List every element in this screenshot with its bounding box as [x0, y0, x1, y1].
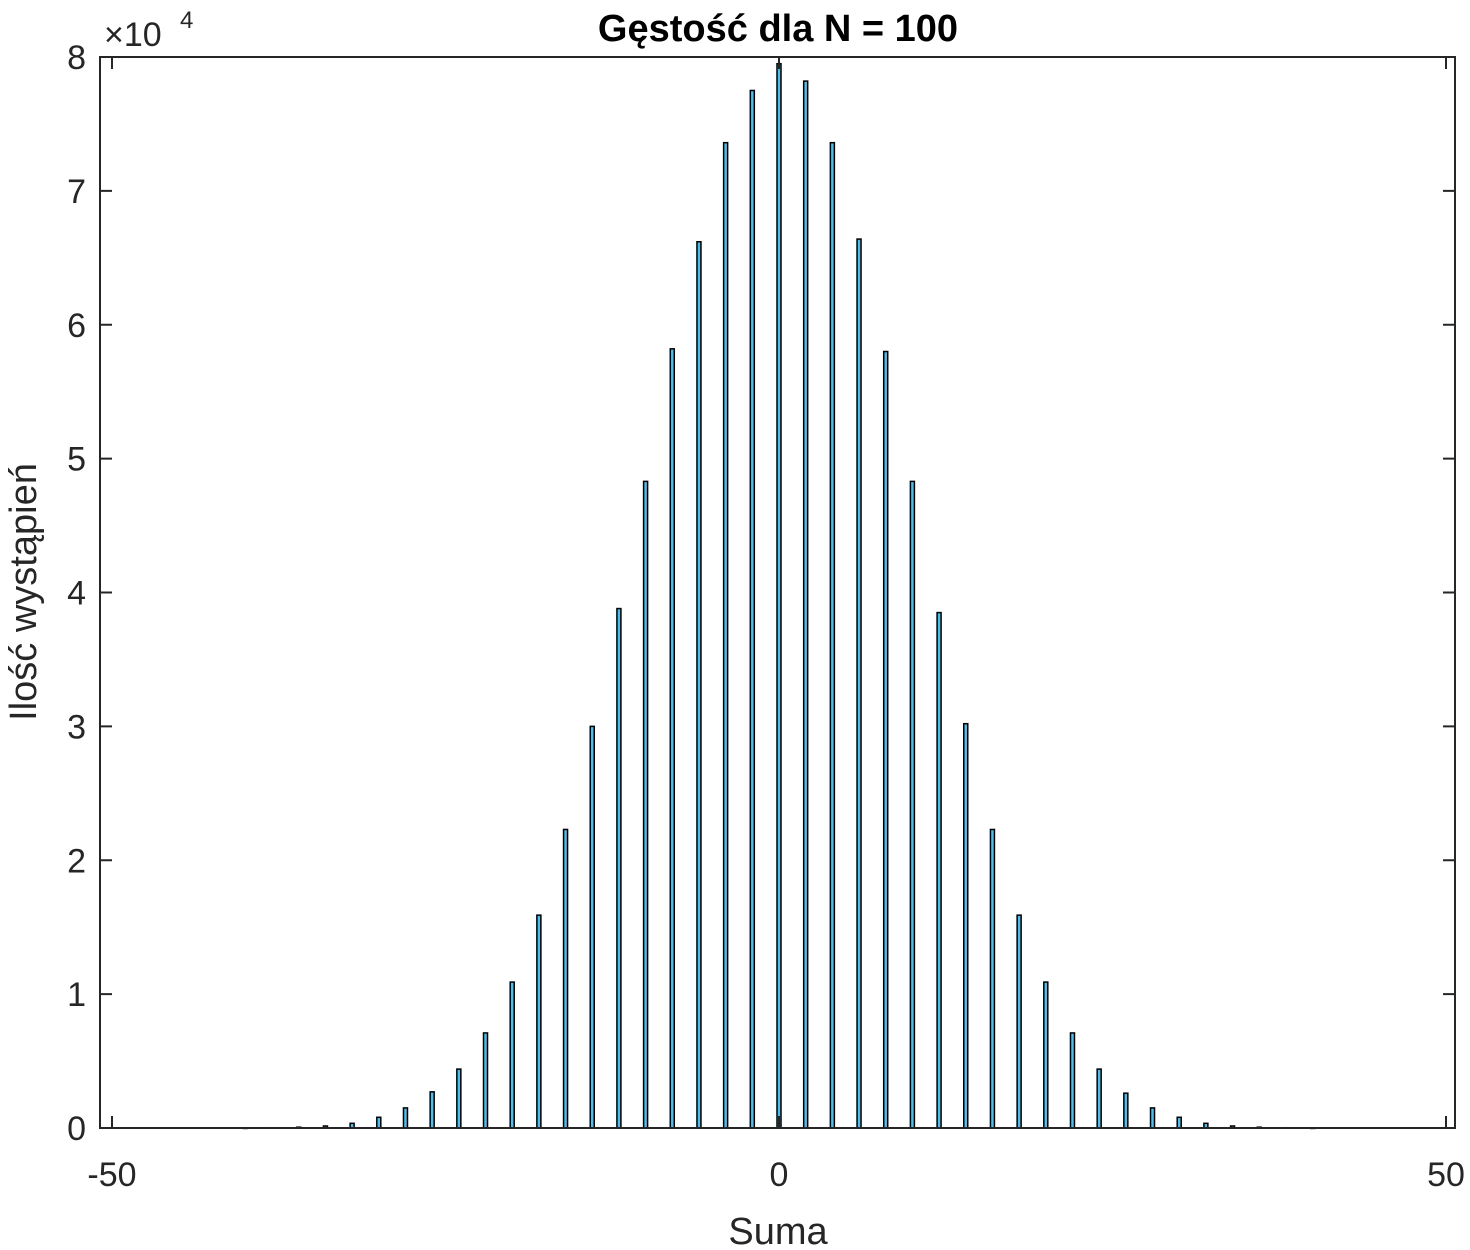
chart-title: Gęstość dla N = 100	[598, 8, 958, 50]
x-tick-label: -50	[87, 1156, 136, 1194]
bar	[1043, 981, 1049, 1129]
bar	[936, 611, 942, 1129]
bar	[802, 80, 809, 1129]
bar	[749, 89, 756, 1129]
y-tick-label: 6	[67, 307, 86, 345]
y-tick-label: 7	[67, 173, 86, 211]
x-axis-label: Suma	[728, 1211, 828, 1250]
x-tick-label: 50	[1427, 1156, 1465, 1194]
bar	[1149, 1107, 1156, 1129]
y-tick-label: 3	[67, 708, 86, 746]
bar	[696, 240, 702, 1129]
x-tick-label: 0	[770, 1156, 789, 1194]
bar	[402, 1107, 409, 1129]
bar	[509, 981, 515, 1129]
y-tick-label: 8	[67, 39, 86, 77]
x-ticks-group: -50 0 50	[87, 57, 1465, 1194]
bar	[616, 607, 622, 1129]
y-tick-label: 5	[67, 441, 86, 479]
bar	[589, 725, 595, 1129]
bar	[1123, 1092, 1129, 1129]
bar	[376, 1116, 382, 1129]
y-axis-label: Ilość wystąpień	[3, 463, 45, 721]
y-multiplier-exponent: 4	[180, 7, 193, 34]
bar	[642, 480, 649, 1129]
bar	[989, 828, 996, 1129]
bar	[429, 1091, 435, 1129]
bar	[829, 141, 836, 1129]
bar	[1069, 1032, 1076, 1129]
bar	[536, 914, 542, 1129]
bar	[722, 141, 729, 1129]
bar	[1176, 1116, 1182, 1129]
bar	[669, 348, 676, 1129]
y-tick-label: 4	[67, 575, 86, 613]
bar	[963, 722, 969, 1129]
y-tick-label: 2	[67, 842, 86, 880]
y-tick-label: 1	[67, 976, 86, 1014]
bar	[482, 1032, 489, 1129]
y-tick-label: 0	[67, 1110, 86, 1148]
y-multiplier: ×10	[104, 16, 162, 54]
bar	[456, 1068, 462, 1129]
y-ticks-group: 0 1 2 3 4 5 6 7 8	[67, 39, 1455, 1148]
bar	[562, 828, 569, 1129]
bar	[1016, 914, 1022, 1129]
bar	[856, 238, 862, 1129]
bar	[1096, 1068, 1102, 1129]
bars-group	[242, 62, 1316, 1130]
bar	[882, 350, 889, 1129]
bar	[909, 480, 916, 1129]
bar	[776, 62, 782, 1129]
